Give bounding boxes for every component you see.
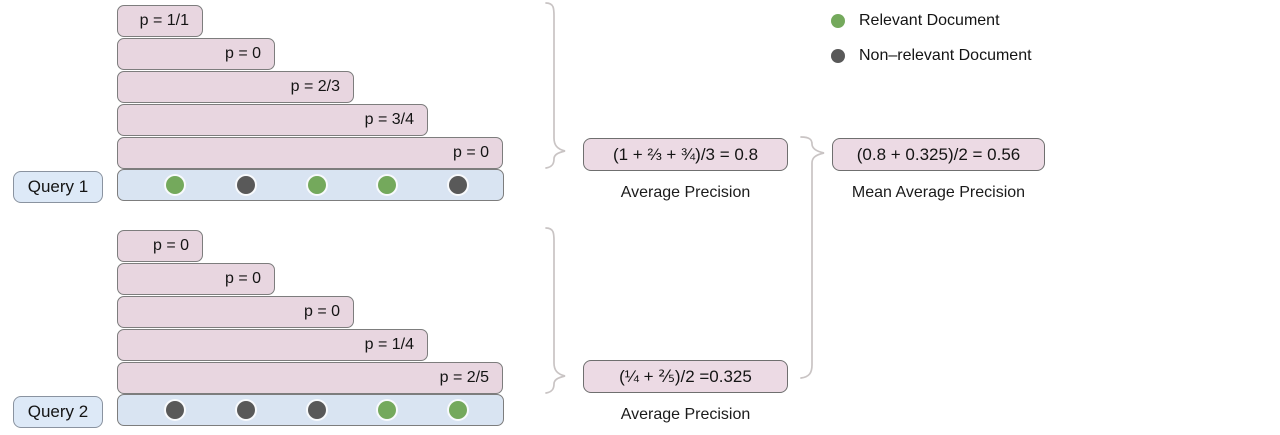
precision-bar: p = 0: [117, 230, 203, 262]
precision-bar-label: p = 0: [224, 45, 261, 62]
precision-bar-label: p = 1/4: [364, 336, 414, 353]
document-dot: [236, 176, 255, 194]
document-dot: [236, 401, 255, 419]
document-dot: [378, 401, 397, 419]
precision-bar: p = 2/5: [117, 362, 503, 394]
legend-item-relevant: Relevant Document: [831, 12, 1032, 29]
average-precision-caption-query2: Average Precision: [620, 406, 751, 423]
precision-bar-label: p = 0: [452, 144, 489, 161]
brace-query2-icon: [545, 227, 566, 394]
average-precision-caption-query1: Average Precision: [620, 184, 751, 201]
legend-item-non-relevant: Non–relevant Document: [831, 47, 1032, 64]
precision-bar: p = 0: [117, 38, 275, 70]
document-dot: [378, 176, 397, 194]
precision-bar: p = 2/3: [117, 71, 354, 103]
query-label-text: Query 1: [27, 177, 89, 196]
relevant-dot-icon: [831, 13, 845, 28]
ap-formula: (1 + ⅔ + ¾)/3 = 0.8: [612, 144, 759, 164]
precision-bar-label: p = 2/3: [290, 78, 340, 95]
precision-bar-label: p = 3/4: [364, 111, 414, 128]
precision-bar-label: p = 0: [152, 237, 189, 254]
average-precision-box-query1: (1 + ⅔ + ¾)/3 = 0.8: [583, 138, 788, 171]
legend-label: Relevant Document: [859, 11, 1000, 29]
document-dot: [307, 401, 326, 419]
precision-bar: p = 3/4: [117, 104, 428, 136]
mean-average-precision-caption: Mean Average Precision: [851, 184, 1026, 201]
precision-bar-label: p = 0: [224, 270, 261, 287]
precision-bar-label: p = 2/5: [439, 369, 489, 386]
legend-label: Non–relevant Document: [859, 46, 1032, 64]
legend: Relevant Document Non–relevant Document: [831, 12, 1032, 82]
precision-bar: p = 0: [117, 137, 503, 169]
document-dot: [449, 176, 467, 194]
query-label: Query 2: [13, 396, 103, 428]
precision-bar: p = 1/1: [117, 5, 203, 37]
brace-map-icon: [800, 136, 825, 379]
query-label: Query 1: [13, 171, 103, 203]
mean-average-precision-box: (0.8 + 0.325)/2 = 0.56: [832, 138, 1045, 171]
brace-query1-icon: [545, 2, 566, 169]
document-dot: [166, 401, 184, 419]
document-dot: [166, 176, 184, 194]
map-formula: (0.8 + 0.325)/2 = 0.56: [856, 144, 1021, 164]
document-dot: [307, 176, 326, 194]
document-row: [117, 169, 504, 201]
precision-bar: p = 0: [117, 263, 275, 295]
query-label-text: Query 2: [27, 402, 89, 421]
ap-formula: (¼ + ⅖)/2 =0.325: [619, 366, 752, 386]
precision-bar: p = 1/4: [117, 329, 428, 361]
average-precision-box-query2: (¼ + ⅖)/2 =0.325: [583, 360, 788, 393]
document-dot: [449, 401, 467, 419]
precision-bar-label: p = 0: [303, 303, 340, 320]
non-relevant-dot-icon: [831, 48, 845, 63]
precision-bar-label: p = 1/1: [139, 12, 189, 29]
document-row: [117, 394, 504, 426]
precision-bar: p = 0: [117, 296, 354, 328]
